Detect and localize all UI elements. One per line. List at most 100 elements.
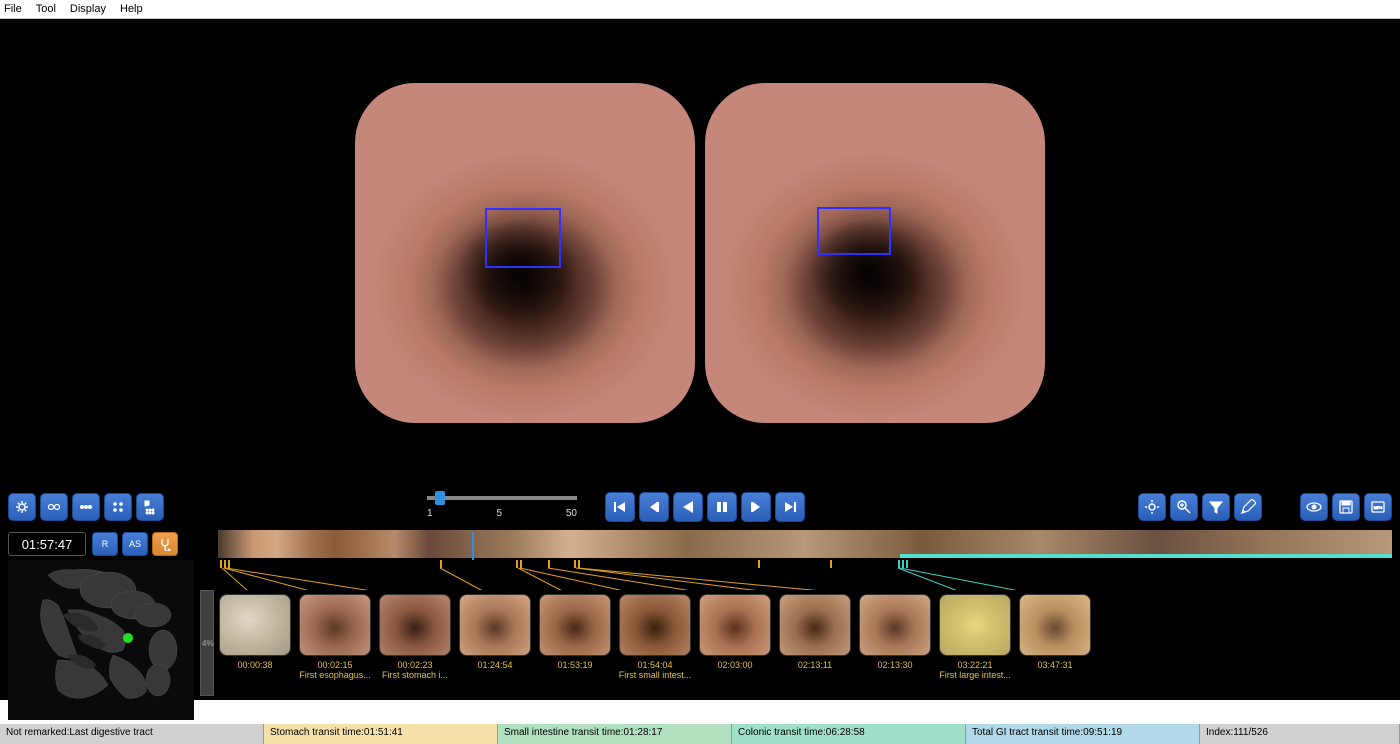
thumbnail-label: First esophagus... [299, 670, 371, 680]
thumbnail-time: 00:02:23 [397, 660, 432, 670]
pause-button[interactable] [707, 492, 737, 522]
timeline-marker-tick [520, 560, 522, 568]
eye-view-button[interactable] [1300, 493, 1328, 521]
thumbnail-item[interactable]: 02:13:11 [778, 594, 852, 680]
thumbnail-time: 00:02:15 [317, 660, 352, 670]
timeline-marker-tick [578, 560, 580, 568]
thumbnail-time: 03:22:21 [957, 660, 992, 670]
thumbnail-time: 00:00:38 [237, 660, 272, 670]
settings-button[interactable] [8, 493, 36, 521]
thumbnail-item[interactable]: 02:03:00 [698, 594, 772, 680]
filter-button[interactable] [1202, 493, 1230, 521]
connector-area [0, 560, 1400, 590]
status-colonic-transit: Colonic transit time:06:28:58 [732, 724, 966, 744]
mode-buttons: R AS [92, 532, 178, 556]
play-reverse-button[interactable] [673, 492, 703, 522]
thumbnail-item[interactable]: 02:13:30 [858, 594, 932, 680]
thumbnail-item[interactable]: 03:47:31 [1018, 594, 1092, 680]
export-mp4-button[interactable]: MP4 [1364, 493, 1392, 521]
thumbnail-image[interactable] [459, 594, 531, 656]
timeline-marker-tick [228, 560, 230, 568]
status-stomach-transit: Stomach transit time:01:51:41 [264, 724, 498, 744]
thumbnail-item[interactable]: 00:02:23First stomach i... [378, 594, 452, 680]
thumbnail-image[interactable] [219, 594, 291, 656]
status-total-gi-transit: Total GI tract transit time:09:51:19 [966, 724, 1200, 744]
slider-min: 1 [427, 508, 433, 519]
slider-mid: 5 [496, 508, 502, 519]
thumbnail-item[interactable]: 01:54:04First small intest... [618, 594, 692, 680]
edit-button[interactable] [1234, 493, 1262, 521]
thumbnails-row: 4% 00:00:3800:02:15First esophagus...00:… [0, 590, 1400, 700]
skip-forward-button[interactable] [775, 492, 805, 522]
anatomy-panel[interactable] [8, 560, 194, 720]
thumbnail-image[interactable] [379, 594, 451, 656]
timeline-marker-tick [898, 560, 900, 568]
anatomy-position-dot [123, 633, 133, 643]
thumbnail-image[interactable] [299, 594, 371, 656]
detection-box-right [817, 207, 891, 255]
zoom-button[interactable] [1170, 493, 1198, 521]
speed-slider[interactable]: 1 5 50 [427, 492, 577, 519]
thumbnail-image[interactable] [699, 594, 771, 656]
left-button-group [8, 493, 164, 521]
thumbnail-image[interactable] [779, 594, 851, 656]
vertical-scale[interactable]: 4% [200, 590, 214, 696]
flag-grid-button[interactable] [136, 493, 164, 521]
thumbnail-item[interactable]: 00:00:38 [218, 594, 292, 680]
timeline-marker-tick [902, 560, 904, 568]
thumbnail-item[interactable]: 03:22:21First large intest... [938, 594, 1012, 680]
slider-max: 50 [566, 508, 577, 519]
menu-help[interactable]: Help [120, 3, 143, 15]
brightness-button[interactable] [1138, 493, 1166, 521]
thumbnail-item[interactable]: 00:02:15First esophagus... [298, 594, 372, 680]
save-button[interactable] [1332, 493, 1360, 521]
timeline-marker-tick [548, 560, 550, 568]
detection-box-left [485, 208, 561, 268]
thumbnail-time: 03:47:31 [1037, 660, 1072, 670]
step-forward-button[interactable] [741, 492, 771, 522]
thumbnail-time: 02:13:11 [798, 660, 832, 670]
right-button-group-2: MP4 [1300, 493, 1392, 521]
right-button-group-1 [1138, 493, 1262, 521]
thumbnail-time: 02:13:30 [877, 660, 912, 670]
controls-row: 1 5 50 MP4 [0, 486, 1400, 528]
status-remark: Not remarked:Last digestive tract [0, 724, 264, 744]
connector-lines [218, 568, 1392, 590]
status-index: Index:111/526 [1200, 724, 1400, 744]
timeline-marker-tick [906, 560, 908, 568]
menu-tool[interactable]: Tool [36, 3, 56, 15]
thumbnail-image[interactable] [1019, 594, 1091, 656]
status-small-intestine-transit: Small intestine transit time:01:28:17 [498, 724, 732, 744]
timeline-row: 01:57:47 R AS [0, 528, 1400, 560]
thumbnail-image[interactable] [859, 594, 931, 656]
thumbnail-item[interactable]: 01:24:54 [458, 594, 532, 680]
step-back-button[interactable] [639, 492, 669, 522]
thumbnail-image[interactable] [539, 594, 611, 656]
thumbnail-image[interactable] [939, 594, 1011, 656]
slider-thumb[interactable] [435, 491, 445, 505]
grid-settings-button[interactable] [104, 493, 132, 521]
dual-settings-button[interactable] [40, 493, 68, 521]
r-button[interactable]: R [92, 532, 118, 556]
marker-strip [218, 560, 1392, 568]
multi-view-button[interactable] [72, 493, 100, 521]
timeline-marker-tick [758, 560, 760, 568]
as-button[interactable]: AS [122, 532, 148, 556]
endoscopy-frame-right[interactable] [705, 83, 1045, 423]
menu-file[interactable]: File [4, 3, 22, 15]
skip-back-button[interactable] [605, 492, 635, 522]
endoscopy-frame-left[interactable] [355, 83, 695, 423]
thumbnail-image[interactable] [619, 594, 691, 656]
svg-text:MP4: MP4 [1374, 505, 1383, 510]
thumbnail-label: First small intest... [619, 670, 692, 680]
timeline-marker-tick [440, 560, 442, 568]
timeline-marker-tick [224, 560, 226, 568]
thumbnail-list: 00:00:3800:02:15First esophagus...00:02:… [218, 594, 1092, 680]
stethoscope-button[interactable] [152, 532, 178, 556]
playback-controls [605, 492, 805, 522]
thumbnail-item[interactable]: 01:53:19 [538, 594, 612, 680]
menu-display[interactable]: Display [70, 3, 106, 15]
thumbnail-time: 01:24:54 [477, 660, 512, 670]
viewer-area [0, 19, 1400, 486]
timeline-position-marker[interactable] [472, 532, 474, 560]
